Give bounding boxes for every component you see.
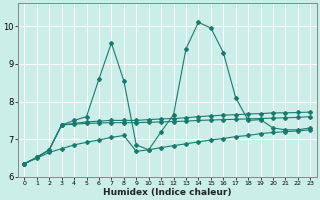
X-axis label: Humidex (Indice chaleur): Humidex (Indice chaleur) (103, 188, 232, 197)
